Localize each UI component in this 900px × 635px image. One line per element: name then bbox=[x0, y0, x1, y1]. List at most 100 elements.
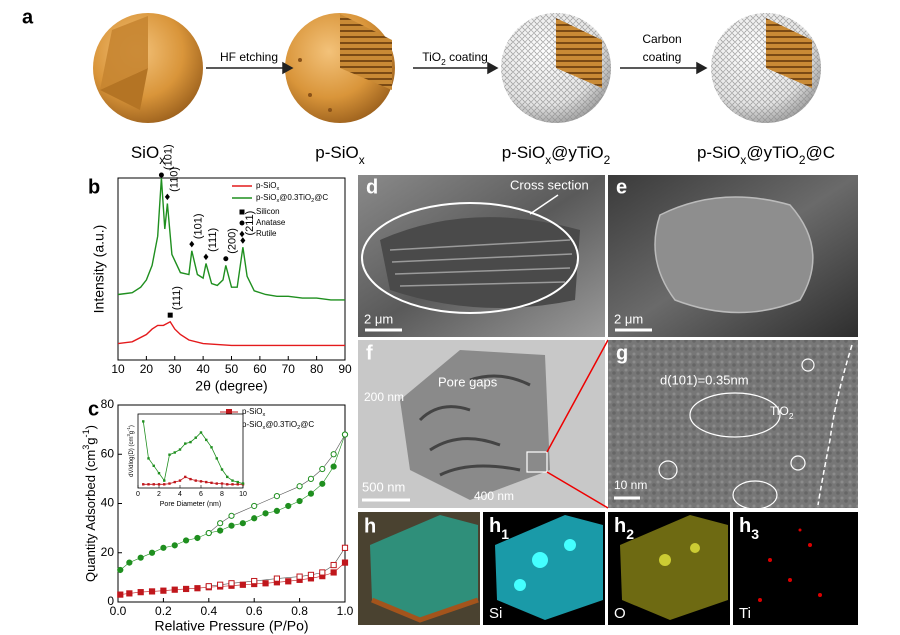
annotation: TiO2 bbox=[770, 404, 794, 421]
sphere-solid bbox=[93, 13, 203, 123]
inset-y-label-part: ) bbox=[129, 425, 135, 427]
peak-label: (211) bbox=[244, 211, 256, 236]
inset-point bbox=[142, 420, 145, 423]
inset-point bbox=[194, 436, 197, 439]
inset-point bbox=[220, 482, 224, 485]
marker bbox=[171, 586, 178, 593]
panel-letter: h bbox=[364, 515, 376, 537]
inset-point bbox=[163, 479, 166, 482]
inset-frame bbox=[137, 413, 244, 489]
x-tick-label: 30 bbox=[168, 362, 182, 376]
arrow-label: Carbon bbox=[642, 32, 681, 46]
arrow-label-part: HF etching bbox=[220, 50, 278, 64]
inset-line bbox=[142, 421, 244, 484]
x-tick-label: 90 bbox=[338, 362, 352, 376]
step-label-sub: 2 bbox=[604, 153, 611, 167]
y-axis-label-sup: 3 bbox=[81, 445, 91, 450]
marker bbox=[194, 534, 201, 542]
marker bbox=[341, 544, 349, 551]
legend-label: p-SiOx bbox=[256, 181, 279, 192]
marker bbox=[285, 502, 292, 510]
marker bbox=[183, 537, 190, 544]
legend-label-sub: x bbox=[262, 412, 265, 418]
peak-label: (111) bbox=[207, 228, 219, 252]
arrows bbox=[206, 61, 708, 75]
sem-image-e bbox=[608, 175, 858, 337]
inset-point bbox=[199, 431, 203, 434]
inset-point bbox=[215, 457, 218, 460]
legend-label: p-SiOx@0.3TiO2@C bbox=[242, 420, 314, 431]
marker bbox=[285, 578, 292, 585]
inset-point bbox=[220, 468, 224, 471]
x-axis-label: 2θ (degree) bbox=[195, 378, 267, 394]
hrtem-image-g bbox=[608, 340, 858, 510]
inset-point bbox=[178, 448, 182, 451]
panel-letter: f bbox=[366, 342, 373, 364]
marker bbox=[158, 172, 164, 178]
marker bbox=[239, 230, 245, 238]
inset-point bbox=[184, 442, 187, 445]
marker bbox=[239, 220, 245, 226]
inset-point bbox=[194, 479, 197, 482]
marker bbox=[341, 559, 349, 566]
legend-label: Anatase bbox=[256, 218, 286, 227]
legend-label-part: @0.3TiO bbox=[265, 420, 297, 429]
marker bbox=[262, 580, 269, 587]
marker bbox=[239, 581, 246, 588]
step-label-sub: x bbox=[545, 153, 551, 167]
marker bbox=[341, 431, 349, 438]
peak-label: (101) bbox=[193, 213, 205, 239]
inset-point bbox=[205, 480, 208, 484]
step-label-part: p-SiO bbox=[502, 143, 545, 162]
x-tick-label: 50 bbox=[225, 362, 239, 376]
arrow-label: coating bbox=[643, 50, 682, 64]
panel-letter: g bbox=[616, 342, 628, 364]
xrd-line bbox=[117, 320, 345, 347]
x-tick-label: 0.6 bbox=[246, 604, 263, 618]
inset-point bbox=[147, 457, 150, 460]
legend-label-part: @C bbox=[300, 420, 314, 429]
marker bbox=[183, 585, 190, 593]
marker bbox=[319, 465, 326, 473]
marker bbox=[137, 554, 144, 561]
marker bbox=[296, 573, 303, 580]
inset-point bbox=[199, 480, 203, 483]
x-tick-label: 0.0 bbox=[110, 604, 127, 618]
marker bbox=[330, 569, 337, 576]
inset-point bbox=[173, 480, 176, 484]
legend-label: p-SiOx@0.3TiO2@C bbox=[256, 193, 328, 204]
isotherm-line bbox=[208, 434, 346, 534]
isotherm-line bbox=[208, 547, 346, 587]
y-axis-label-part: g bbox=[83, 437, 98, 444]
inset-point bbox=[236, 483, 239, 486]
marker bbox=[319, 569, 326, 576]
marker bbox=[205, 583, 212, 590]
step-label: p-SiOx@yTiO2 bbox=[502, 143, 611, 167]
peak-label: (111) bbox=[171, 286, 183, 310]
peak-label: (101) bbox=[162, 144, 174, 170]
marker bbox=[126, 559, 133, 566]
marker bbox=[217, 527, 224, 534]
x-tick-label: 0 bbox=[136, 491, 140, 498]
sphere-porous bbox=[285, 13, 395, 123]
legend-label-sub: 2 bbox=[311, 198, 314, 204]
marker bbox=[239, 209, 245, 215]
step-label: p-SiOx bbox=[315, 143, 364, 167]
arrow-label-sub: 2 bbox=[441, 57, 446, 67]
panel-letter: a bbox=[22, 6, 34, 28]
element-label: Ti bbox=[739, 605, 751, 622]
peak-label: (110) bbox=[168, 167, 180, 192]
step-label-sub: 2 bbox=[799, 153, 806, 167]
marker bbox=[240, 237, 246, 244]
marker bbox=[228, 512, 235, 519]
y-axis-label: Quantity Adsorbed (cm3g-1) bbox=[81, 425, 98, 582]
step-label-part: @yTiO bbox=[746, 143, 799, 162]
x-tick-label: 8 bbox=[220, 491, 224, 498]
marker bbox=[205, 529, 212, 537]
legend-label-part: p-SiO bbox=[256, 181, 276, 190]
step-label: SiOx bbox=[131, 143, 165, 167]
step-label-part: SiO bbox=[131, 143, 159, 162]
inset-point bbox=[210, 481, 213, 485]
xrd-line bbox=[117, 177, 345, 301]
annotation: d(101)=0.35nm bbox=[660, 372, 749, 387]
